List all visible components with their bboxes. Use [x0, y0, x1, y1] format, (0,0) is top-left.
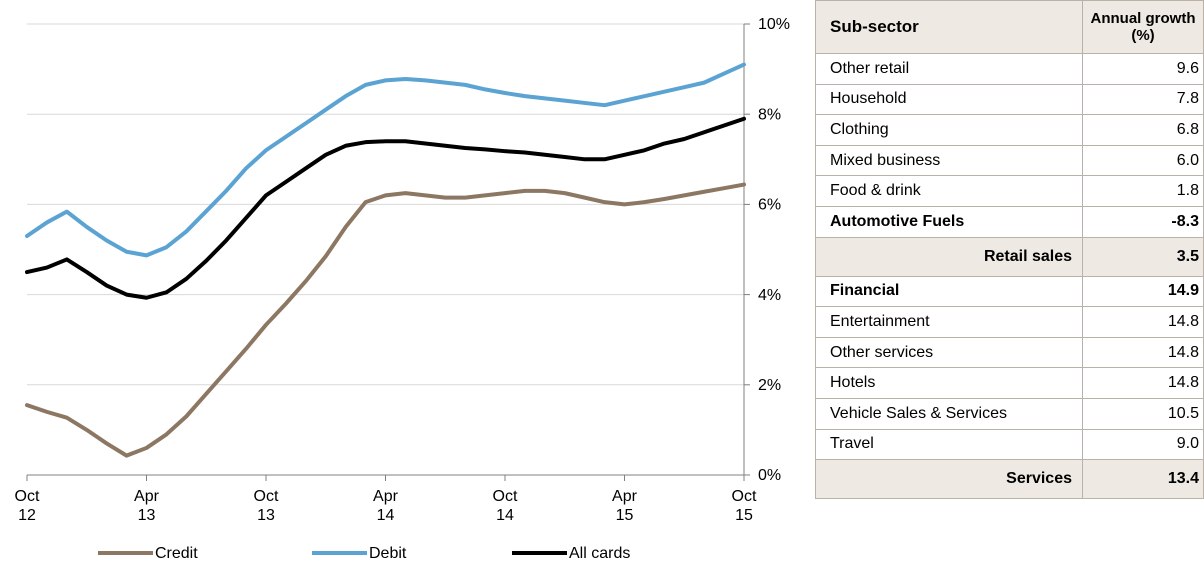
x-tick-label: Apr 15: [612, 488, 637, 524]
row-label: Automotive Fuels: [815, 205, 1083, 238]
row-value: 9.6: [1082, 53, 1204, 85]
table-row: Clothing 6.8: [815, 114, 1204, 146]
table-row: Retail sales 3.5: [815, 236, 1204, 277]
row-value: 14.8: [1082, 306, 1204, 338]
legend-label: Debit: [369, 545, 407, 562]
x-tick-label: Oct 14: [492, 488, 518, 524]
row-value: 13.4: [1082, 459, 1204, 500]
table-row: Other retail 9.6: [815, 53, 1204, 85]
x-tick-label: Apr 14: [373, 488, 398, 524]
table-row: Hotels 14.8: [815, 367, 1204, 399]
table-row: Entertainment 14.8: [815, 306, 1204, 338]
y-tick-label: 0%: [758, 467, 781, 484]
line-series: [25, 182, 746, 458]
y-tick-label: 6%: [758, 197, 781, 214]
y-tick-label: 4%: [758, 287, 781, 304]
row-label: Hotels: [815, 367, 1083, 399]
row-label: Travel: [815, 428, 1083, 461]
row-value: 10.5: [1082, 397, 1204, 430]
row-value: -8.3: [1082, 205, 1204, 238]
table-row: Travel 9.0: [815, 428, 1204, 461]
row-label: Financial: [815, 275, 1083, 308]
row-value: 9.0: [1082, 428, 1204, 461]
header-cell: Sub-sector: [815, 0, 1083, 54]
growth-table: Sub-sector Annual growth (%) Other retai…: [815, 0, 1204, 500]
row-label: Vehicle Sales & Services: [815, 397, 1083, 430]
row-label: Services: [815, 459, 1083, 500]
row-label: Food & drink: [815, 175, 1083, 207]
table-row: Services 13.4: [815, 459, 1204, 500]
legend-label: All cards: [569, 545, 630, 562]
row-label: Entertainment: [815, 306, 1083, 338]
x-tick-label: Apr 13: [134, 488, 159, 524]
table-row: Household 7.8: [815, 83, 1204, 116]
y-tick-label: 8%: [758, 106, 781, 123]
x-tick-label: Oct 13: [253, 488, 279, 524]
table-row: Automotive Fuels -8.3: [815, 205, 1204, 238]
chart: 0% 2% 4% 6% 8% 10% Credit Debit All cards: [25, 16, 790, 562]
table-row: Financial 14.9: [815, 275, 1204, 308]
row-value: 3.5: [1082, 236, 1204, 277]
x-tick-label: Oct 12: [14, 488, 40, 524]
line-series: [25, 116, 746, 300]
row-label: Other retail: [815, 53, 1083, 85]
table-row: Food & drink 1.8: [815, 175, 1204, 207]
row-value: 7.8: [1082, 83, 1204, 116]
y-tick-label: 10%: [758, 16, 790, 33]
row-value: 6.8: [1082, 114, 1204, 146]
table-row: Vehicle Sales & Services 10.5: [815, 397, 1204, 430]
row-value: 6.0: [1082, 144, 1204, 177]
table-row: Mixed business 6.0: [815, 144, 1204, 177]
row-value: 14.8: [1082, 336, 1204, 369]
table-body: Other retail 9.6 Household 7.8 Clothing 6.8 Mi…: [815, 53, 1204, 500]
row-label: Clothing: [815, 114, 1083, 146]
row-label: Retail sales: [815, 236, 1083, 277]
row-value: 14.9: [1082, 275, 1204, 308]
row-value: 14.8: [1082, 367, 1204, 399]
legend-label: Credit: [155, 545, 198, 562]
table-row: Other services 14.8: [815, 336, 1204, 369]
table-header: Sub-sector Annual growth (%): [815, 0, 1204, 54]
row-label: Other services: [815, 336, 1083, 369]
row-label: Household: [815, 83, 1083, 116]
header-cell: Annual growth (%): [1082, 0, 1204, 54]
row-value: 1.8: [1082, 175, 1204, 207]
line-series: [25, 62, 746, 258]
x-tick-label: Oct 15: [731, 488, 757, 524]
y-tick-label: 2%: [758, 377, 781, 394]
row-label: Mixed business: [815, 144, 1083, 177]
